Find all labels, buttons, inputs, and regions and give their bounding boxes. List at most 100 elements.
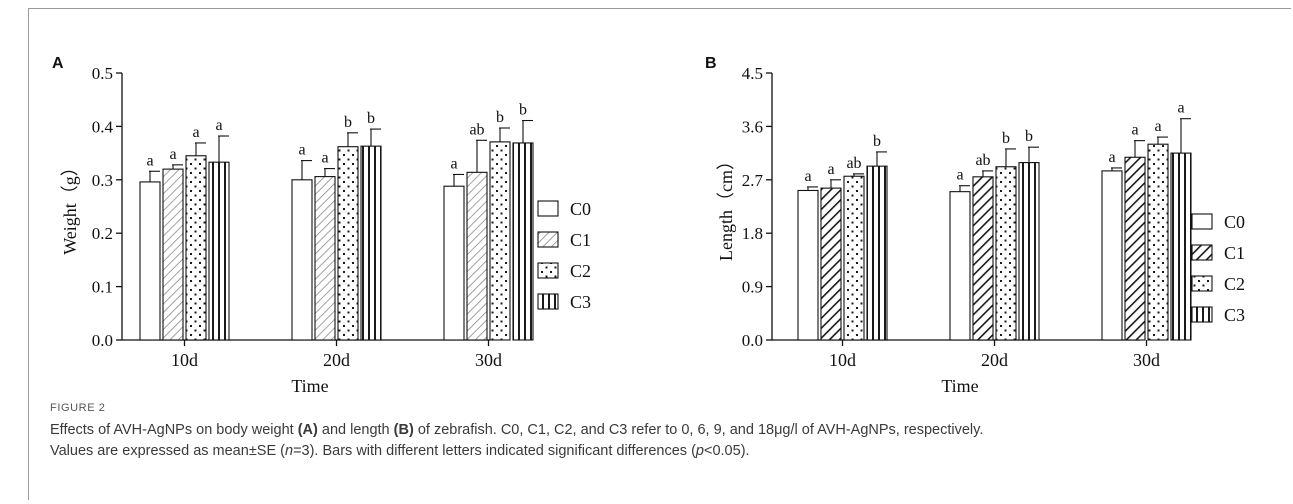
significance-letter: b — [344, 114, 352, 131]
significance-letter: a — [298, 142, 305, 159]
bar-c3 — [512, 142, 534, 341]
bar-c0 — [949, 191, 971, 341]
caption-line-1: Effects of AVH-AgNPs on body weight (A) … — [50, 420, 1260, 441]
legend-label: C3 — [1224, 305, 1245, 325]
legend-label: C2 — [570, 261, 591, 281]
y-tick-label: 0.4 — [92, 117, 114, 136]
bar-c3 — [1018, 162, 1040, 341]
legend-label: C2 — [1224, 274, 1245, 294]
figure-caption: FIGURE 2 Effects of AVH-AgNPs on body we… — [50, 402, 1260, 462]
x-axis-title: Time — [941, 376, 978, 396]
legend-swatch-c1 — [537, 231, 559, 248]
legend-label: C0 — [570, 199, 591, 219]
significance-letter: a — [827, 161, 834, 178]
y-tick-label: 1.8 — [742, 224, 763, 243]
bar-c1 — [1124, 156, 1146, 341]
significance-letter: b — [1025, 128, 1033, 145]
legend-label: C0 — [1224, 212, 1245, 232]
bar-c3 — [1170, 152, 1192, 341]
bar-c1 — [972, 176, 994, 341]
significance-letter: ab — [469, 121, 484, 138]
legend-swatch-c0 — [1191, 213, 1213, 230]
legend-swatch-c2 — [1191, 275, 1213, 292]
bar-c3 — [866, 165, 888, 341]
bar-c1 — [314, 176, 336, 341]
legend-swatch-c3 — [1191, 306, 1213, 323]
x-axis-title: Time — [291, 376, 328, 396]
figure-label: FIGURE 2 — [50, 402, 106, 414]
x-tick-label: 30d — [475, 350, 502, 370]
caption-p-symbol: p — [695, 443, 704, 459]
legend-label: C3 — [570, 292, 591, 312]
legend-swatch-c0 — [537, 200, 559, 217]
legend-swatch-c2 — [537, 262, 559, 279]
caption-text: =3). Bars with different letters indicat… — [293, 443, 696, 459]
bar-c2 — [995, 166, 1017, 341]
significance-letter: b — [873, 133, 881, 150]
significance-letter: a — [956, 167, 963, 184]
bar-c1 — [466, 171, 488, 341]
y-tick-label: 0.2 — [92, 224, 113, 243]
significance-letter: b — [496, 109, 504, 126]
bar-c0 — [443, 185, 465, 341]
significance-letter: a — [1108, 149, 1115, 166]
significance-letter: a — [321, 150, 328, 167]
y-tick-label: 0.1 — [92, 278, 113, 297]
y-tick-label: 2.7 — [742, 171, 764, 190]
x-tick-label: 10d — [829, 350, 856, 370]
significance-letter: ab — [846, 155, 861, 172]
significance-letter: a — [450, 155, 457, 172]
bar-c0 — [797, 189, 819, 341]
x-tick-label: 30d — [1133, 350, 1160, 370]
y-axis-title: Length（cm） — [716, 152, 736, 261]
legend-swatch-c3 — [537, 293, 559, 310]
y-tick-label: 0.3 — [92, 171, 113, 190]
bar-c2 — [843, 175, 865, 341]
y-tick-label: 0.5 — [92, 64, 113, 83]
significance-letter: a — [1177, 100, 1184, 117]
y-axis-title: Weight（g） — [60, 158, 80, 255]
legend-label: C1 — [570, 230, 591, 250]
panel-label: B — [705, 55, 717, 72]
caption-panel-a-ref: (A) — [297, 422, 318, 438]
significance-letter: b — [367, 110, 375, 127]
bar-c1 — [820, 187, 842, 341]
bar-c3 — [208, 161, 230, 341]
bar-c3 — [360, 145, 382, 341]
caption-n-symbol: n — [284, 443, 294, 459]
caption-line-2: Values are expressed as mean±SE (n=3). B… — [50, 441, 1260, 462]
significance-letter: a — [804, 168, 811, 185]
y-tick-label: 0.9 — [742, 278, 763, 297]
bar-c2 — [1147, 143, 1169, 341]
significance-letter: ab — [975, 152, 990, 169]
bar-c2 — [489, 141, 511, 341]
caption-text: <0.05). — [704, 443, 750, 459]
bar-c2 — [185, 155, 207, 341]
y-tick-label: 0.0 — [92, 331, 113, 350]
caption-text: Values are expressed as mean±SE ( — [50, 443, 285, 459]
bar-c0 — [291, 179, 313, 341]
caption-text: Effects of AVH-AgNPs on body weight — [50, 422, 298, 438]
significance-letter: b — [1002, 130, 1010, 147]
x-tick-label: 20d — [981, 350, 1008, 370]
y-tick-label: 4.5 — [742, 64, 763, 83]
caption-text: and length — [317, 422, 394, 438]
y-tick-label: 3.6 — [742, 117, 763, 136]
significance-letter: a — [146, 152, 153, 169]
significance-letter: a — [215, 117, 222, 134]
x-tick-label: 20d — [323, 350, 350, 370]
significance-letter: a — [192, 124, 199, 141]
caption-panel-b-ref: (B) — [393, 422, 414, 438]
x-tick-label: 10d — [171, 350, 198, 370]
significance-letter: a — [169, 146, 176, 163]
panel-label: A — [52, 55, 64, 72]
bar-c0 — [1101, 170, 1123, 341]
bar-c2 — [337, 146, 359, 341]
figure-border — [28, 8, 1291, 500]
bar-c1 — [162, 168, 184, 341]
significance-letter: a — [1154, 118, 1161, 135]
